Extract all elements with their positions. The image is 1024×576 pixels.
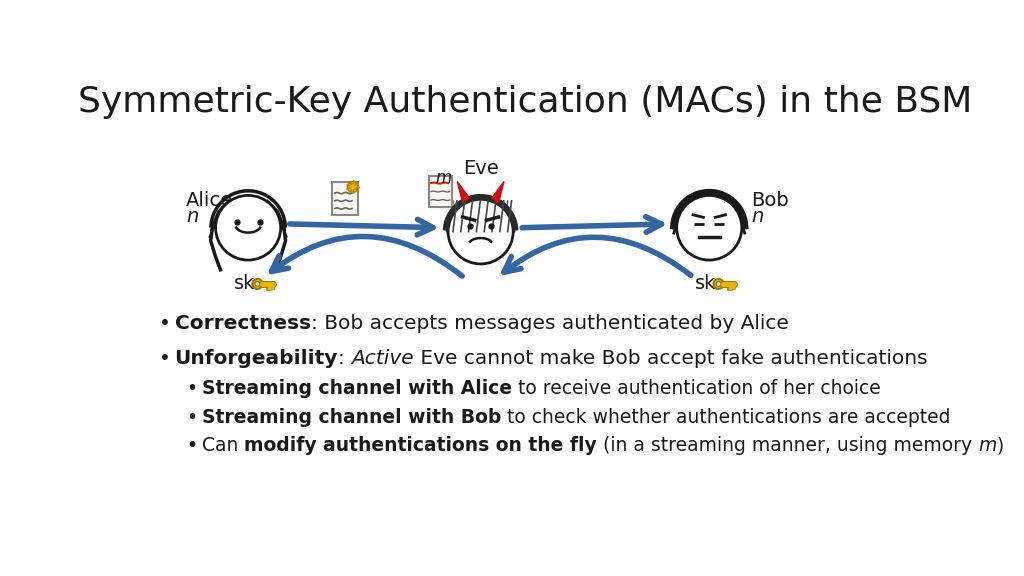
Text: •: • xyxy=(186,408,198,427)
Text: $m$: $m$ xyxy=(435,169,452,187)
Text: Streaming channel with Bob: Streaming channel with Bob xyxy=(202,408,501,427)
Text: sk: sk xyxy=(695,274,717,293)
Circle shape xyxy=(449,199,513,264)
Polygon shape xyxy=(446,198,515,232)
Text: Eve: Eve xyxy=(463,159,499,178)
Text: •: • xyxy=(186,380,198,399)
Text: n: n xyxy=(751,207,764,226)
Text: sk: sk xyxy=(234,274,256,293)
Text: Bob: Bob xyxy=(751,191,788,210)
Text: Correctness: Correctness xyxy=(174,314,310,333)
Bar xyxy=(332,181,358,215)
Text: : Bob accepts messages authenticated by Alice: : Bob accepts messages authenticated by … xyxy=(310,314,788,333)
Text: ): ) xyxy=(996,437,1004,456)
Text: Active: Active xyxy=(351,348,414,367)
Circle shape xyxy=(714,279,724,289)
Text: Can: Can xyxy=(202,437,244,456)
Text: •: • xyxy=(159,348,171,367)
Text: •: • xyxy=(159,314,171,333)
Text: to check whether authentications are accepted: to check whether authentications are acc… xyxy=(501,408,950,427)
Polygon shape xyxy=(457,181,469,203)
Polygon shape xyxy=(492,181,504,203)
Circle shape xyxy=(677,195,741,260)
Text: Alice: Alice xyxy=(186,191,233,210)
Text: •: • xyxy=(186,437,198,456)
Text: Symmetric-Key Authentication (MACs) in the BSM: Symmetric-Key Authentication (MACs) in t… xyxy=(78,85,972,119)
Text: n: n xyxy=(186,207,199,226)
Polygon shape xyxy=(443,195,518,230)
Text: to receive authentication of her choice: to receive authentication of her choice xyxy=(512,380,881,399)
Text: m: m xyxy=(978,437,996,456)
Bar xyxy=(429,176,452,207)
Text: Streaming channel with Alice: Streaming channel with Alice xyxy=(202,380,512,399)
Circle shape xyxy=(716,282,721,286)
Text: modify authentications on the fly: modify authentications on the fly xyxy=(244,437,597,456)
Circle shape xyxy=(216,195,281,260)
Text: Eve cannot make Bob accept fake authentications: Eve cannot make Bob accept fake authenti… xyxy=(414,348,928,367)
Circle shape xyxy=(252,279,262,289)
Text: :: : xyxy=(338,348,351,367)
Text: Unforgeability: Unforgeability xyxy=(174,348,338,367)
Text: (in a streaming manner, using memory: (in a streaming manner, using memory xyxy=(597,437,978,456)
Circle shape xyxy=(255,282,260,286)
Circle shape xyxy=(347,181,358,192)
